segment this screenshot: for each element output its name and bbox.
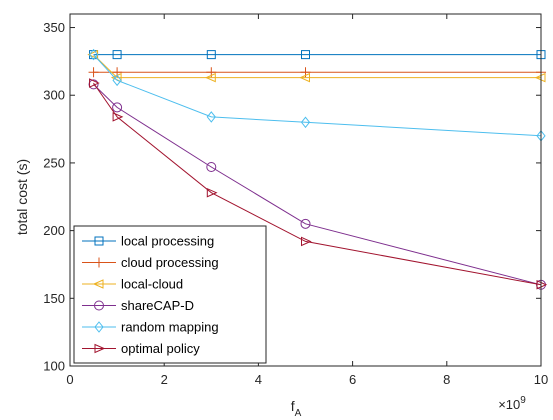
y-tick-label: 250 <box>43 155 65 170</box>
series-local-processing <box>89 50 546 60</box>
legend-item-optimal-policy: optimal policy <box>82 341 200 356</box>
legend-item-local-processing: local processing <box>82 234 214 249</box>
y-tick-label: 350 <box>43 20 65 35</box>
data-point-sharecap-d <box>300 218 311 229</box>
legend-label: random mapping <box>121 320 219 335</box>
x-tick-label: 4 <box>255 372 262 387</box>
series-line-optimal-policy <box>93 82 542 286</box>
data-point-local-cloud <box>205 72 216 83</box>
x-tick-label: 8 <box>443 372 450 387</box>
series-line-local-cloud <box>93 54 541 79</box>
legend-item-sharecap-d: shareCAP-D <box>82 298 194 313</box>
y-tick-label: 300 <box>43 88 65 103</box>
x-exponent-base: ×10 <box>498 397 520 412</box>
series-random-mapping <box>88 48 546 142</box>
data-point-random-mapping <box>88 48 99 61</box>
legend-marker <box>94 257 104 268</box>
legend-item-cloud-processing: cloud processing <box>82 255 219 270</box>
data-point-local-cloud <box>299 72 310 83</box>
data-point-sharecap-d <box>206 161 217 172</box>
data-point-optimal-policy <box>206 187 218 198</box>
series-line-sharecap-d <box>93 84 542 286</box>
legend-label: shareCAP-D <box>121 298 194 313</box>
x-tick-label: 0 <box>66 372 73 387</box>
data-point-local-processing <box>206 50 216 60</box>
series-cloud-processing <box>88 67 546 78</box>
legend-marker <box>94 343 106 354</box>
data-point-sharecap-d <box>112 102 123 113</box>
legend-item-local-cloud: local-cloud <box>82 277 183 292</box>
data-point-random-mapping <box>112 74 122 87</box>
data-point-local-processing <box>112 50 122 60</box>
data-point-optimal-policy <box>301 236 312 247</box>
legend-box <box>73 225 267 364</box>
legend-marker <box>94 300 104 311</box>
x-tick-label: 10 <box>534 372 548 387</box>
y-tick-label: 150 <box>43 291 65 306</box>
series-optimal-policy <box>89 78 548 290</box>
data-point-random-mapping <box>206 111 216 123</box>
axes-box <box>69 13 542 367</box>
data-point-optimal-policy <box>89 78 100 88</box>
legend-marker <box>94 321 104 333</box>
x-axis-label-main: f <box>291 398 295 414</box>
legend-label: cloud processing <box>121 255 219 270</box>
x-tick-label: 6 <box>349 372 356 387</box>
y-tick-label: 100 <box>43 359 65 374</box>
data-point-optimal-policy <box>112 112 124 122</box>
x-exponent-power: 9 <box>520 395 526 406</box>
tick-labels: 0 2 4 6 8 10 100 150 200 250 300 350 <box>43 20 548 387</box>
data-point-random-mapping <box>300 116 311 129</box>
series-line-random-mapping <box>93 54 542 137</box>
legend-marker <box>92 279 104 289</box>
y-tick-label: 200 <box>43 223 65 238</box>
x-tick-label: 2 <box>161 372 168 387</box>
series-local-cloud <box>87 49 546 83</box>
x-axis-label: fA <box>291 398 302 419</box>
legend-label: local processing <box>121 234 214 249</box>
series-sharecap-d <box>88 79 546 290</box>
data-point-local-processing <box>301 50 310 60</box>
x-exponent-label: ×109 <box>498 395 526 412</box>
legend-marker <box>94 236 104 246</box>
legend-label: optimal policy <box>121 341 200 356</box>
legend: local processing cloud processing local-cl… <box>73 225 267 364</box>
x-axis-label-subscript: A <box>295 408 302 419</box>
data-point-cloud-processing <box>88 67 99 78</box>
y-axis-label: total cost (s) <box>14 159 30 235</box>
legend-label: local-cloud <box>121 277 183 292</box>
legend-item-random-mapping: random mapping <box>82 320 219 335</box>
